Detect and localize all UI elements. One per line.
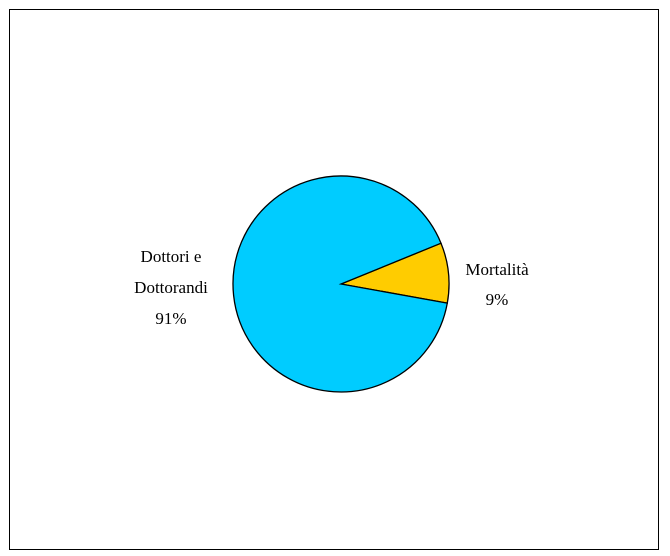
pie-slice-dottori-e-dottorandi bbox=[232, 175, 449, 393]
pie-labels: Mortalità 9% Dottori e Dottorandi 91% bbox=[134, 247, 529, 328]
slice-label-dottori-line2: Dottorandi bbox=[134, 278, 208, 297]
slice-label-mortalita: Mortalità bbox=[465, 260, 529, 279]
slice-percent-dottori: 91% bbox=[155, 309, 186, 328]
slice-percent-mortalita: 9% bbox=[486, 290, 509, 309]
slice-label-dottori-line1: Dottori e bbox=[141, 247, 202, 266]
pie-slices bbox=[232, 175, 450, 393]
